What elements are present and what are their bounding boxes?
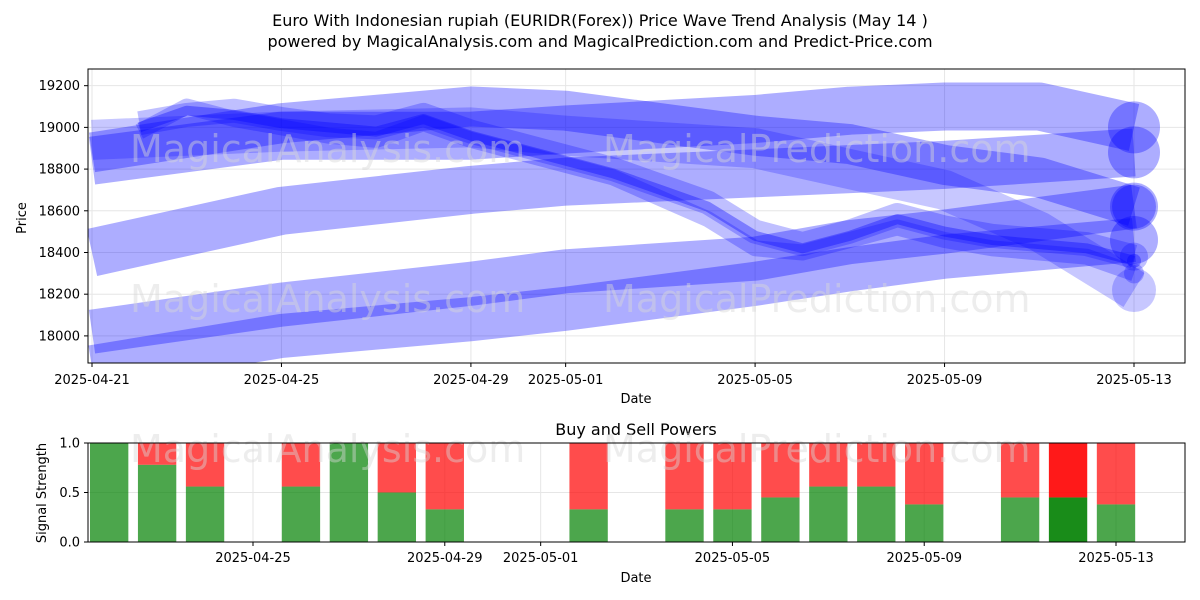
power-y-ticks: 0.0 0.5 1.0 [59, 437, 88, 551]
price-wave-line [88, 128, 1136, 276]
price-wave-endpoint [1108, 126, 1160, 179]
price-wave-endpoint [1120, 242, 1148, 271]
price-plot-area [88, 69, 1185, 363]
power-x-ticks: 2025-04-25 2025-04-29 2025-05-01 2025-05-05… [215, 542, 1154, 566]
sell-power-bar [761, 443, 800, 498]
price-wave-endpoint [1108, 101, 1160, 154]
price-x-tick-label: 2025-05-09 [907, 373, 983, 388]
price-wave-line [88, 184, 1137, 354]
watermark-prediction-1: MagicalPrediction.com [603, 127, 1031, 171]
power-x-tick-label: 2025-04-29 [407, 551, 483, 566]
price-plot-frame [87, 68, 1186, 364]
sell-power-bar [377, 443, 417, 493]
buy-power-bar [665, 509, 704, 542]
price-wave-endpoint [1112, 268, 1156, 313]
price-wave-line [88, 82, 1140, 185]
price-wave-line [137, 105, 1136, 266]
buy-power-bar [329, 443, 369, 542]
price-wave-endpoint [1124, 263, 1144, 284]
buy-power-bar [569, 509, 608, 542]
price-y-tick-label: 18800 [39, 163, 80, 178]
sell-power-bar [1000, 443, 1040, 498]
power-y-tick-label: 0.5 [59, 486, 80, 501]
sell-power-bar [713, 443, 752, 510]
sell-power-bar [905, 443, 944, 505]
sell-power-bar [281, 443, 321, 487]
price-y-tick-label: 19200 [39, 79, 80, 94]
buy-power-bar [137, 464, 177, 542]
price-x-tick-label: 2025-04-21 [54, 373, 130, 388]
sell-power-bar [569, 443, 608, 510]
watermark-analysis-3: MagicalAnalysis.com [130, 427, 525, 471]
price-wave-endpoint [1110, 182, 1158, 231]
price-wave-line [91, 107, 1145, 308]
watermark-prediction-2: MagicalPrediction.com [603, 277, 1031, 321]
power-x-tick-label: 2025-05-01 [503, 551, 579, 566]
price-x-ticks: 2025-04-21 2025-04-25 2025-04-29 2025-05-01… [54, 363, 1172, 388]
sell-power-bar [425, 443, 464, 510]
power-bars [89, 443, 1136, 542]
price-wave-line [137, 98, 1138, 269]
price-wave-endpoint [1112, 184, 1156, 229]
buy-power-bar [1000, 497, 1040, 542]
power-y-axis-label: Signal Strength [35, 443, 50, 543]
power-x-tick-label: 2025-05-13 [1078, 551, 1154, 566]
price-y-tick-label: 18000 [39, 329, 80, 344]
price-wave-line [88, 86, 1140, 226]
price-wave-endpoint [1110, 215, 1158, 264]
price-x-tick-label: 2025-04-25 [244, 373, 320, 388]
sell-power-bar [857, 443, 896, 487]
price-x-axis-label: Date [620, 392, 651, 407]
power-x-tick-label: 2025-05-05 [695, 551, 771, 566]
price-x-tick-label: 2025-05-13 [1096, 373, 1172, 388]
power-x-tick-label: 2025-04-25 [215, 551, 291, 566]
price-y-tick-label: 18200 [39, 288, 80, 303]
price-wave-line [88, 218, 1136, 363]
watermark-prediction-3: MagicalPrediction.com [603, 427, 1031, 471]
buy-power-bar [1096, 504, 1136, 542]
price-wave-line [135, 98, 1137, 281]
price-y-tick-label: 19000 [39, 121, 80, 136]
sell-power-bar [137, 443, 177, 465]
buy-power-bar [713, 509, 752, 542]
buy-power-bar [425, 509, 464, 542]
sell-power-bar [185, 443, 225, 487]
sell-power-bar [1048, 443, 1088, 498]
price-x-tick-label: 2025-05-05 [717, 373, 793, 388]
power-y-tick-label: 0.0 [59, 536, 80, 551]
watermark-analysis-2: MagicalAnalysis.com [130, 277, 525, 321]
price-y-ticks: 18000 18200 18400 18600 18800 19000 19200 [39, 79, 88, 344]
price-y-axis-label: Price [15, 202, 30, 234]
buy-power-bar [377, 492, 417, 542]
sell-power-bar [1096, 443, 1136, 505]
price-waves [88, 82, 1160, 363]
buy-power-bar [89, 443, 129, 542]
power-y-tick-label: 1.0 [59, 437, 80, 452]
price-y-tick-label: 18400 [39, 246, 80, 261]
price-y-tick-label: 18600 [39, 204, 80, 219]
buy-power-bar [905, 504, 944, 542]
chart-title-line1: Euro With Indonesian rupiah (EURIDR(Fore… [272, 11, 928, 30]
power-panel: Buy and Sell Powers MagicalAnalysis.com … [35, 420, 1186, 586]
buy-power-bar [809, 486, 848, 542]
price-x-tick-label: 2025-04-29 [433, 373, 509, 388]
buy-power-bar [281, 486, 321, 542]
sell-power-bar [809, 443, 848, 487]
power-chart-title: Buy and Sell Powers [555, 420, 717, 439]
price-gridlines [88, 69, 1185, 363]
chart-title-line2: powered by MagicalAnalysis.com and Magic… [267, 32, 932, 51]
buy-power-bar [857, 486, 896, 542]
price-panel: MagicalAnalysis.com MagicalPrediction.co… [15, 68, 1186, 407]
power-x-tick-label: 2025-05-09 [886, 551, 962, 566]
buy-power-bar [761, 497, 800, 542]
price-x-tick-label: 2025-05-01 [528, 373, 604, 388]
buy-power-bar [1048, 497, 1088, 542]
power-x-axis-label: Date [620, 571, 651, 586]
buy-power-bar [185, 486, 225, 542]
watermark-analysis-1: MagicalAnalysis.com [130, 127, 525, 171]
price-wave-endpoint [1127, 253, 1141, 268]
sell-power-bar [665, 443, 704, 510]
